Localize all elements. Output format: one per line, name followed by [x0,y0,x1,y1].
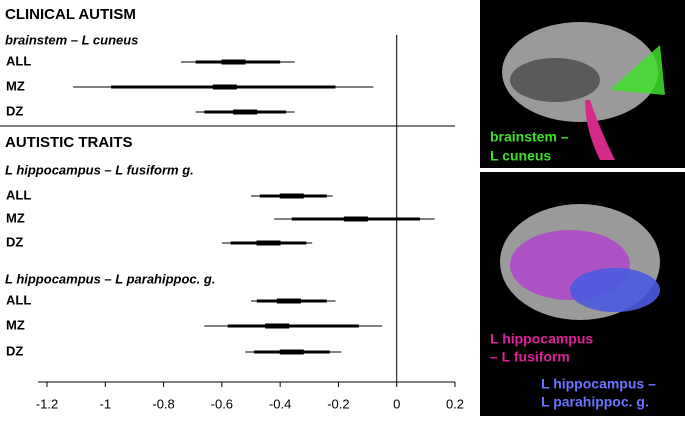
estimate [279,193,304,199]
row-label: DZ [6,234,23,249]
annotation: L hippocampus – [541,376,656,392]
estimate [212,84,237,90]
annotation: brainstem – [490,129,569,145]
annotation: L parahippoc. g. [541,394,649,410]
annotation: L hippocampus [490,331,593,347]
row-label: ALL [6,53,31,68]
row-label: MZ [6,317,25,332]
inner-interval [227,324,359,328]
estimate [233,109,258,115]
group-title: brainstem – L cuneus [5,32,138,47]
tract-cuneus [610,45,665,95]
group-title: L hippocampus – L parahippoc. g. [5,271,215,286]
x-tick-label: -0.2 [327,396,349,411]
section-title: AUTISTIC TRAITS [5,134,133,151]
row-label: MZ [6,210,25,225]
brainstem [585,100,615,160]
row-label: DZ [6,103,23,118]
x-tick-label: -0.6 [211,396,233,411]
x-tick-label: -1 [100,396,112,411]
x-tick-label: 0.2 [446,396,464,411]
section-title: CLINICAL AUTISM [5,6,136,23]
group-title: L hippocampus – L fusiform g. [5,162,194,177]
estimate [276,298,301,304]
annotation: – L fusiform [490,349,570,365]
x-tick-label: -1.2 [36,396,58,411]
estimate [265,323,290,329]
row-label: ALL [6,187,31,202]
estimate [279,349,304,355]
x-tick-label: 0 [393,396,400,411]
row-label: ALL [6,292,31,307]
x-tick-label: -0.4 [269,396,291,411]
estimate [221,59,246,65]
estimate [343,216,368,222]
row-label: MZ [6,78,25,93]
row-label: DZ [6,343,23,358]
estimate [256,240,281,246]
annotation: L cuneus [490,148,551,164]
tract-parahippoc [570,268,660,312]
x-tick-label: -0.8 [152,396,174,411]
brain-shape [510,58,600,102]
